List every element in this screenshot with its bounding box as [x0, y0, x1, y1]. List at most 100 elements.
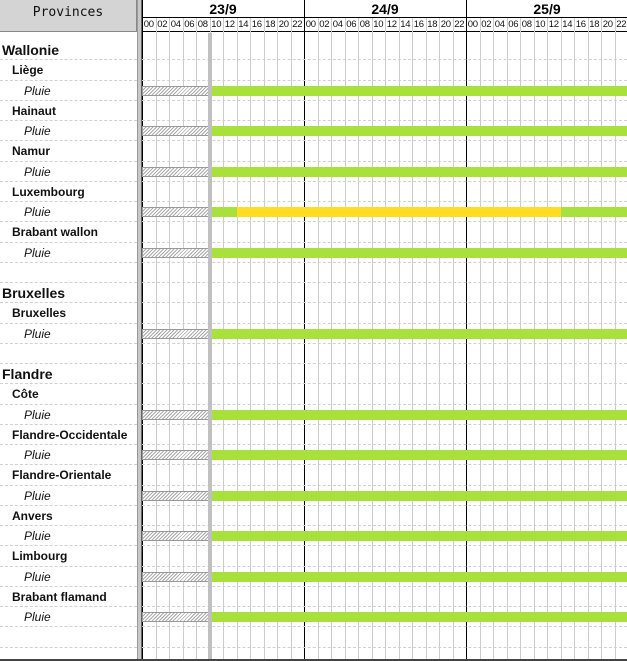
- row-separator: [142, 322, 627, 324]
- hour-gridline: [520, 18, 521, 661]
- row-separator: [0, 585, 137, 587]
- hour-label: 04: [494, 19, 505, 30]
- warning-bar-green[interactable]: [209, 85, 627, 96]
- row-separator: [0, 261, 137, 263]
- row-separator: [142, 403, 627, 405]
- warning-bar-green[interactable]: [209, 571, 627, 582]
- warning-bar-green[interactable]: [209, 490, 627, 501]
- hour-gridline: [331, 18, 332, 661]
- phenomenon-label: Pluie: [24, 407, 51, 422]
- hour-label: 20: [440, 19, 451, 30]
- past-period-bar: [142, 612, 210, 622]
- hour-gridline: [587, 18, 589, 661]
- past-period-bar: [142, 85, 210, 96]
- row-separator: [0, 160, 137, 162]
- hour-gridline: [223, 18, 224, 661]
- warning-bar-green[interactable]: [209, 207, 237, 217]
- hour-label: 00: [467, 19, 478, 30]
- timeline-chart: 23/9 00 02 04 06 08 10 12 14 16 18 20 22 24/9 00 02 04 06…: [142, 0, 627, 661]
- hour-gridline: [196, 18, 197, 661]
- hour-label: 16: [413, 19, 424, 30]
- row-separator: [0, 383, 137, 385]
- hour-gridline: [277, 18, 278, 661]
- hour-label: 10: [535, 19, 546, 30]
- province-panel: Provinces Wallonie Liège Pluie Hainaut Pluie…: [0, 0, 137, 661]
- provinces-column-header[interactable]: Provinces: [0, 0, 137, 32]
- hour-gridline: [182, 18, 184, 661]
- row-separator: [142, 241, 627, 243]
- row-separator: [0, 626, 137, 628]
- province-label: Flandre-Occidentale: [12, 427, 128, 442]
- hour-label: 14: [238, 19, 249, 30]
- bottom-border: [0, 659, 627, 661]
- row-separator: [0, 79, 137, 81]
- hour-gridline: [371, 18, 373, 661]
- hour-gridline: [317, 18, 319, 661]
- hour-label: 18: [265, 19, 276, 30]
- hour-label: 02: [319, 19, 330, 30]
- warning-bar-green[interactable]: [209, 612, 627, 622]
- phenomenon-label: Pluie: [24, 164, 51, 179]
- hour-label: 04: [332, 19, 343, 30]
- row-separator: [0, 606, 137, 607]
- row-separator: [0, 201, 137, 202]
- warning-bar-green[interactable]: [209, 126, 627, 136]
- warning-bar-green[interactable]: [560, 207, 627, 217]
- hour-label: 00: [305, 19, 316, 30]
- row-separator: [142, 261, 627, 263]
- hour-gridline: [263, 18, 265, 661]
- hour-label: 22: [292, 19, 303, 30]
- row-separator: [142, 59, 627, 61]
- row-separator: [0, 322, 137, 324]
- row-separator: [0, 221, 137, 223]
- hour-label: 12: [548, 19, 559, 30]
- warning-bar-green[interactable]: [209, 531, 627, 541]
- row-separator: [0, 484, 137, 486]
- day-header: 24/9: [304, 0, 466, 18]
- hour-gridline: [290, 18, 292, 661]
- warning-bar-green[interactable]: [209, 328, 627, 339]
- row-separator: [0, 99, 137, 101]
- region-label: Flandre: [2, 366, 53, 382]
- phenomenon-label: Pluie: [24, 326, 51, 341]
- warning-bar-green[interactable]: [209, 166, 627, 177]
- hour-gridline: [236, 18, 238, 661]
- panel-splitter[interactable]: [137, 0, 142, 661]
- warning-bar-green[interactable]: [209, 247, 627, 258]
- hour-gridline: [614, 18, 616, 661]
- row-separator: [142, 99, 627, 101]
- row-separator: [142, 302, 627, 304]
- row-separator: [0, 565, 137, 567]
- phenomenon-label: Pluie: [24, 529, 51, 543]
- hour-gridline: [574, 18, 575, 661]
- region-label: Wallonie: [2, 42, 60, 58]
- hour-label: 16: [251, 19, 262, 30]
- row-separator: [0, 545, 137, 547]
- warning-bar-green[interactable]: [209, 409, 627, 420]
- warning-bar-green[interactable]: [209, 450, 627, 460]
- hour-label: 22: [616, 19, 627, 30]
- phenomenon-label: Pluie: [24, 569, 51, 584]
- row-separator: [142, 160, 627, 162]
- hour-label: 14: [562, 19, 573, 30]
- province-label: Limbourg: [12, 549, 68, 564]
- hour-label: 00: [143, 19, 154, 30]
- row-separator: [0, 282, 137, 283]
- row-separator: [0, 363, 137, 364]
- hour-gridline: [493, 18, 494, 661]
- hour-gridline: [250, 18, 251, 661]
- past-period-bar: [142, 166, 210, 177]
- hour-gridline: [385, 18, 386, 661]
- hour-gridline: [412, 18, 413, 661]
- row-separator: [142, 606, 627, 607]
- past-period-bar: [142, 490, 210, 501]
- row-separator: [142, 363, 627, 364]
- hour-label: 20: [278, 19, 289, 30]
- current-time-line: [207, 33, 212, 661]
- hour-gridline: [344, 18, 346, 661]
- hour-gridline: [398, 18, 400, 661]
- row-separator: [142, 180, 627, 182]
- row-separator: [142, 585, 627, 587]
- warning-bar-yellow[interactable]: [236, 207, 561, 217]
- hour-label: 20: [602, 19, 613, 30]
